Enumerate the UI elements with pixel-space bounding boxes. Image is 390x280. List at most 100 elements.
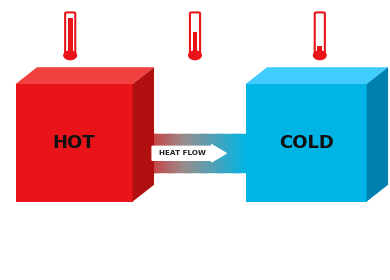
Bar bbox=[222, 134, 223, 172]
Bar bbox=[152, 134, 154, 172]
Polygon shape bbox=[367, 67, 388, 202]
Bar bbox=[243, 134, 244, 172]
Bar bbox=[135, 134, 136, 172]
Bar bbox=[191, 134, 192, 172]
Bar bbox=[218, 134, 219, 172]
Bar bbox=[186, 134, 188, 172]
Bar bbox=[220, 134, 222, 172]
Bar bbox=[183, 134, 184, 172]
Bar bbox=[159, 134, 160, 172]
Bar bbox=[181, 134, 182, 172]
Bar bbox=[146, 134, 147, 172]
Bar bbox=[68, 18, 73, 52]
Bar bbox=[139, 134, 140, 172]
Bar bbox=[237, 134, 239, 172]
FancyBboxPatch shape bbox=[65, 12, 75, 54]
Bar bbox=[232, 134, 233, 172]
Bar bbox=[230, 134, 231, 172]
Bar bbox=[143, 134, 144, 172]
Bar bbox=[196, 134, 197, 172]
Bar bbox=[156, 134, 158, 172]
Bar bbox=[165, 134, 166, 172]
Bar bbox=[142, 134, 144, 172]
Bar bbox=[194, 134, 195, 172]
Polygon shape bbox=[16, 84, 133, 202]
Bar bbox=[197, 134, 198, 172]
Bar bbox=[205, 134, 207, 172]
Bar bbox=[201, 134, 203, 172]
Bar bbox=[145, 134, 146, 172]
Bar bbox=[219, 134, 221, 172]
Bar bbox=[170, 134, 172, 172]
Bar bbox=[136, 134, 138, 172]
Bar bbox=[214, 134, 215, 172]
Bar bbox=[168, 134, 170, 172]
Bar bbox=[179, 134, 180, 172]
Text: HOT: HOT bbox=[53, 134, 96, 152]
Bar bbox=[244, 134, 245, 172]
Bar bbox=[241, 134, 242, 172]
Bar bbox=[216, 134, 217, 172]
Bar bbox=[182, 134, 183, 172]
Bar bbox=[193, 134, 194, 172]
Bar bbox=[207, 134, 208, 172]
Polygon shape bbox=[246, 84, 367, 202]
Bar bbox=[229, 134, 230, 172]
Bar bbox=[208, 134, 209, 172]
Text: HEAT FLOW: HEAT FLOW bbox=[159, 150, 206, 156]
Bar bbox=[158, 134, 160, 172]
Bar bbox=[172, 134, 174, 172]
Bar bbox=[189, 134, 190, 172]
Bar bbox=[203, 134, 205, 172]
Bar bbox=[173, 134, 174, 172]
Bar bbox=[184, 134, 186, 172]
Bar bbox=[193, 32, 197, 52]
Bar bbox=[228, 134, 229, 172]
Bar bbox=[185, 134, 187, 172]
Bar bbox=[175, 134, 176, 172]
Bar bbox=[216, 134, 218, 172]
Bar bbox=[188, 134, 190, 172]
Bar bbox=[138, 134, 140, 172]
Bar bbox=[155, 134, 156, 172]
Bar bbox=[210, 134, 211, 172]
Bar bbox=[227, 134, 228, 172]
FancyBboxPatch shape bbox=[190, 12, 200, 54]
Polygon shape bbox=[246, 67, 388, 84]
Bar bbox=[212, 134, 213, 172]
FancyArrow shape bbox=[152, 144, 226, 162]
Circle shape bbox=[188, 50, 202, 60]
Circle shape bbox=[63, 50, 77, 60]
Text: COLD: COLD bbox=[279, 134, 333, 152]
Bar bbox=[236, 134, 238, 172]
Bar bbox=[157, 134, 158, 172]
Bar bbox=[202, 134, 204, 172]
Bar bbox=[148, 134, 149, 172]
Bar bbox=[144, 134, 145, 172]
Bar bbox=[206, 134, 207, 172]
Bar bbox=[195, 134, 196, 172]
Bar bbox=[169, 134, 171, 172]
Bar bbox=[213, 134, 214, 172]
Bar bbox=[198, 134, 199, 172]
Bar bbox=[317, 46, 322, 52]
Bar bbox=[176, 134, 177, 172]
Bar bbox=[162, 134, 163, 172]
Bar bbox=[218, 134, 220, 172]
Bar bbox=[192, 134, 193, 172]
Bar bbox=[215, 134, 216, 172]
Bar bbox=[150, 134, 151, 172]
Bar bbox=[209, 134, 210, 172]
Polygon shape bbox=[133, 67, 154, 202]
Bar bbox=[204, 134, 206, 172]
Bar bbox=[200, 134, 201, 172]
FancyBboxPatch shape bbox=[315, 12, 325, 54]
Bar bbox=[161, 134, 162, 172]
Bar bbox=[240, 134, 241, 172]
Bar bbox=[164, 134, 165, 172]
Bar bbox=[199, 134, 200, 172]
Bar bbox=[177, 134, 178, 172]
Bar bbox=[151, 134, 152, 172]
Bar bbox=[224, 134, 225, 172]
Bar bbox=[180, 134, 181, 172]
